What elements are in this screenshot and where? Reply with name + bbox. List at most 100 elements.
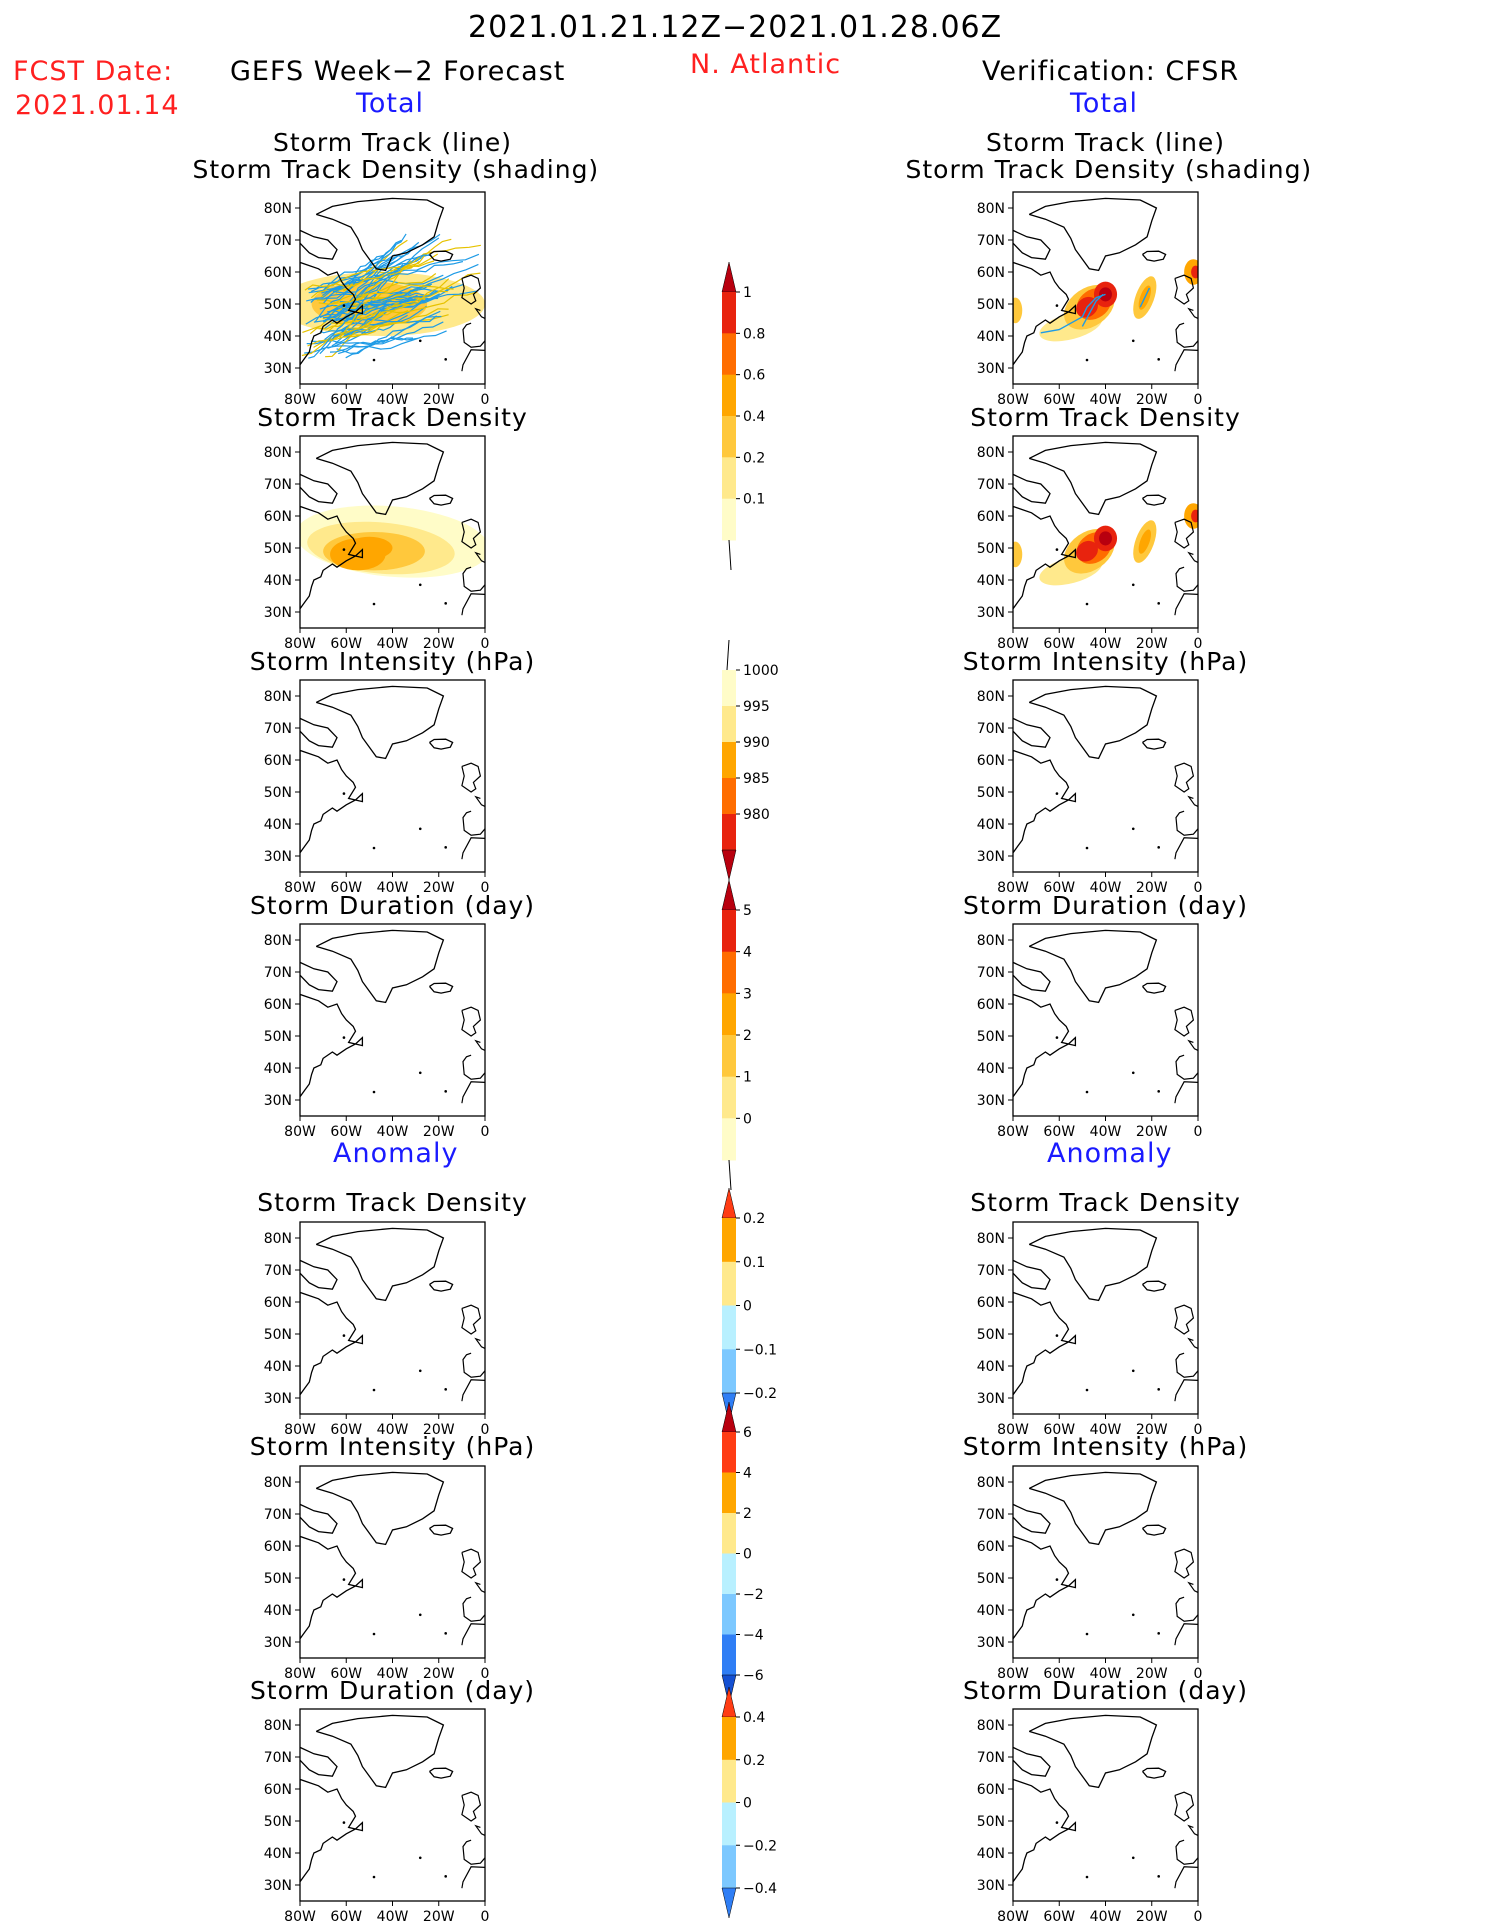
island-dot [1131,1071,1135,1075]
lon-tick-label: 60W [1043,1422,1075,1438]
panel-title-right-1: Storm Track Density [970,403,1241,432]
coast-iberia [1175,322,1198,348]
lat-tick-label: 70N [264,1263,292,1279]
colorbar-box [722,814,736,851]
storm-track-line [323,257,422,323]
colorbar-box [722,706,736,743]
island-dot [1131,339,1135,343]
lon-tick-label: 80W [997,392,1029,408]
storm-track-line [345,310,441,359]
lat-tick-label: 50N [977,1571,1005,1587]
colorbar-label: 0.2 [743,1753,765,1769]
coast-baffin [1013,473,1051,504]
storm-track-line [324,315,437,341]
coast-france [1187,1581,1198,1593]
island-dot [418,1071,422,1075]
coast-greenland [1028,441,1158,516]
panel-title-right-0: Storm Track (line) [985,128,1226,157]
coast-iberia [1175,810,1198,836]
coast-north-america [300,993,364,1098]
coast-british-isles [1174,762,1195,793]
lat-tick-label: 40N [977,1359,1005,1375]
coast-british-isles [461,762,482,793]
colorbar-box [722,1759,736,1804]
lon-tick-label: 20W [423,1666,455,1682]
lon-tick-label: 80W [997,636,1029,652]
coast-greenland [1028,1714,1158,1789]
colorbar-box [722,1717,736,1761]
island-dot [1131,1613,1135,1617]
island-dot [372,846,376,850]
storm-track-line [339,298,424,308]
coast-greenland [315,1714,445,1789]
coast-greenland [1028,197,1158,272]
coast-british-isles [1174,1548,1195,1579]
lat-tick-label: 70N [977,965,1005,981]
coast-british-isles [1174,1006,1195,1037]
colorbar-label: 4 [743,1466,752,1482]
coast-north-america [300,261,364,366]
coast-iberia [462,810,485,836]
lat-tick-label: 50N [977,1327,1005,1343]
panel-title-right-4: Storm Track Density [970,1188,1241,1217]
coast-iceland [1142,1524,1167,1536]
colorbar-box [722,1594,736,1635]
lat-tick-label: 70N [264,477,292,493]
colorbar-box [722,1472,736,1514]
colorbar-label: 4 [743,945,752,961]
lat-tick-label: 50N [977,541,1005,557]
coast-greenland [315,441,445,516]
lon-tick-label: 60W [330,1422,362,1438]
storm-track-line [339,260,420,339]
colorbar-label: 1 [743,285,752,301]
lat-tick-label: 70N [264,233,292,249]
density-shade [1013,297,1023,324]
lon-tick-label: 0 [481,880,490,896]
lat-tick-label: 40N [264,1359,292,1375]
coast-british-isles [461,1006,482,1037]
total-label-right: Total [1070,88,1139,119]
coast-north-america [1013,1778,1077,1883]
colorbar-box [722,910,736,953]
island-dot [418,1369,422,1373]
colorbar-label: −4 [743,1628,764,1644]
lon-tick-label: 0 [1194,1666,1203,1682]
lon-tick-label: 40W [1090,1666,1122,1682]
lat-tick-label: 60N [977,1295,1005,1311]
colorbar-0: 1 0.8 0.6 0.4 0.2 0.1 [721,261,765,571]
lat-tick-label: 40N [977,1061,1005,1077]
lat-tick-label: 80N [264,445,292,461]
density-shade [1138,529,1151,554]
lon-tick-label: 40W [1090,392,1122,408]
island-dot [1055,1578,1059,1581]
colorbar-label: 0.6 [743,368,765,384]
lat-tick-label: 60N [264,753,292,769]
lon-tick-label: 20W [423,1422,455,1438]
coast-africa [1174,1866,1198,1889]
lat-tick-label: 80N [977,1475,1005,1491]
colorbar-box [722,1305,736,1350]
lon-tick-label: 80W [997,1124,1029,1140]
coast-british-isles [461,274,482,305]
colorbar-label: 990 [743,735,770,751]
colorbar-label: 980 [743,807,770,823]
colorbar-label: 2 [743,1028,752,1044]
coast-baffin [1013,717,1051,748]
coast-iberia [462,1054,485,1080]
lon-tick-label: 60W [1043,1909,1075,1925]
colorbar-5: 0.4 0.2 0 −0.2 −0.4 [721,1686,777,1919]
coast-africa [461,837,485,860]
coast-north-america [1013,505,1077,610]
island-dot [1157,846,1160,849]
lon-tick-label: 60W [330,636,362,652]
colorbar-arrow-top [721,1401,737,1433]
colorbar-box [722,1634,736,1676]
coast-iberia [462,1839,485,1865]
coast-france [474,307,485,319]
coast-france [474,1039,485,1051]
coast-africa [1174,1081,1198,1104]
island-dot [342,304,346,307]
map-panel-right-intensity: 80N 70N 60N 50N 40N 30N 80W 60W 40W 20W 0 [977,679,1202,896]
panel-title-left-3: Storm Duration (day) [249,891,536,920]
lon-tick-label: 20W [1136,1422,1168,1438]
